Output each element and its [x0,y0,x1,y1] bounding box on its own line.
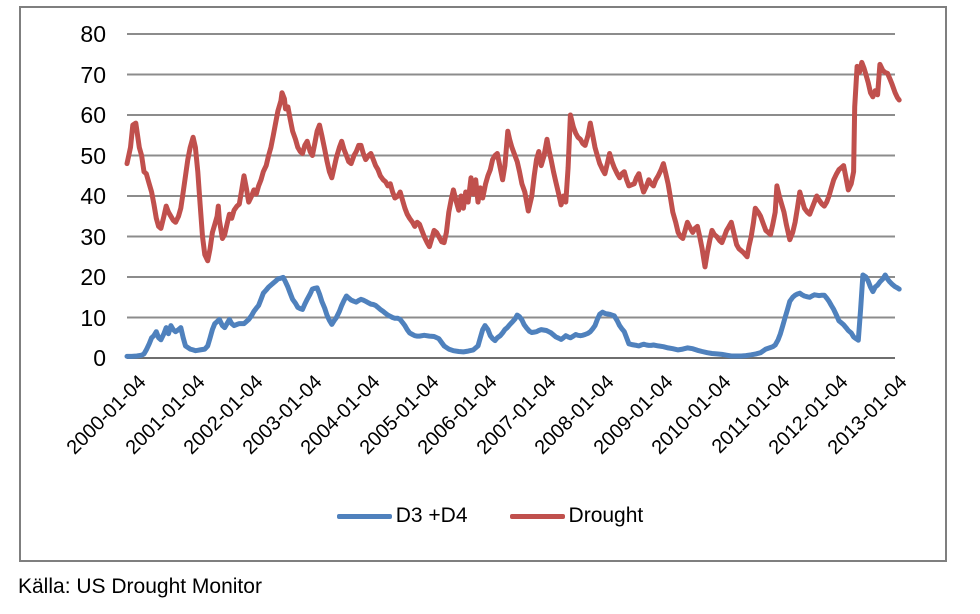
chart-legend: D3 +D4 Drought [0,504,980,528]
y-tick-label: 10 [80,304,106,331]
legend-label-d3d4: D3 +D4 [395,504,468,527]
legend-label-drought: Drought [568,504,644,527]
y-tick-label: 60 [80,102,106,128]
source-note: Källa: US Drought Monitor [18,575,262,598]
y-tick-label: 50 [80,142,106,169]
chart-border-box [19,6,947,562]
legend-item-drought: Drought [509,504,644,528]
y-tick-label: 30 [80,223,106,250]
y-tick-label: 20 [80,264,106,290]
legend-item-d3d4: D3 +D4 [336,504,468,528]
drought-line-swatch-icon [509,513,565,519]
y-tick-label: 70 [80,61,106,88]
y-tick-label: 0 [93,345,106,371]
d3d4-line-swatch-icon [336,513,392,519]
y-tick-label: 40 [80,183,106,209]
y-tick-label: 80 [80,21,106,47]
